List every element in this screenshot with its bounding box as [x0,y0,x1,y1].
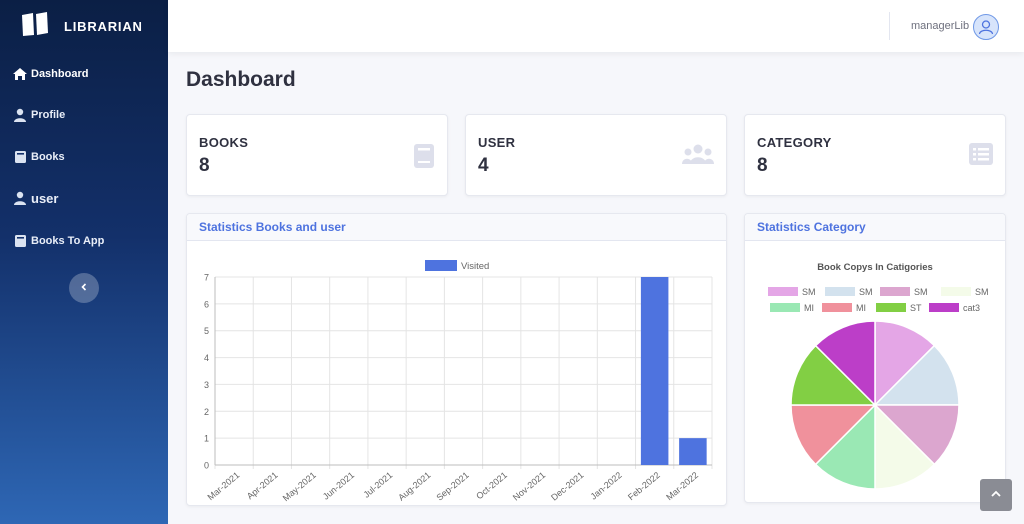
sidebar-item-label: Books To App [31,235,105,247]
legend-swatch [825,287,855,296]
legend-swatch [929,303,959,312]
y-tick-label: 6 [204,299,209,309]
stat-label: BOOKS [199,135,249,150]
sidebar-item-user[interactable]: user [12,190,58,206]
stat-card-books: BOOKS 8 [186,114,448,196]
book-icon [413,143,435,174]
y-tick-label: 5 [204,326,209,336]
x-tick-label: Jun-2021 [321,470,356,502]
legend-swatch [880,287,910,296]
user-icon [12,190,28,206]
topbar: managerLib [168,0,1024,52]
book-icon [12,233,28,249]
pie-slice [814,320,876,407]
y-tick-label: 0 [204,461,209,471]
pie-title: Book Copys In Catigories [817,262,933,273]
x-tick-label: Feb-2022 [626,470,662,502]
panel-title: Statistics Books and user [199,220,346,234]
x-tick-label: May-2021 [281,470,318,503]
legend-label: MI [804,303,814,313]
sidebar-item-label: user [31,190,59,206]
chevron-left-icon [79,279,89,297]
panel-title: Statistics Category [757,220,866,234]
x-tick-label: Aug-2021 [396,470,432,503]
scroll-to-top-button[interactable] [980,479,1012,511]
stat-label: CATEGORY [757,135,832,150]
book-icon [12,149,28,165]
y-tick-label: 2 [204,407,209,417]
x-tick-label: Jul-2021 [361,470,394,500]
brand[interactable]: LIBRARIAN [20,11,143,42]
sidebar-item-books[interactable]: Books [12,149,65,165]
bar [679,438,707,465]
legend-label: ST [910,303,922,313]
panel-header: Statistics Category [745,214,1005,241]
legend-label: SM [914,287,928,297]
legend-label: SM [975,287,989,297]
sidebar-item-label: Dashboard [31,68,89,80]
sidebar-item-label: Profile [31,109,66,121]
pie-slice [874,403,936,490]
sidebar-toggle-button[interactable] [69,273,99,303]
y-tick-label: 1 [204,434,209,444]
legend-swatch [941,287,971,296]
brand-name: LIBRARIAN [64,18,143,34]
pie-slice [790,404,877,466]
user-avatar-icon[interactable] [973,14,999,40]
pie-slice [873,344,960,406]
x-tick-label: Mar-2021 [205,470,241,502]
x-tick-label: Mar-2022 [664,470,700,502]
legend-label: cat3 [963,303,980,313]
legend-label: MI [856,303,866,313]
stat-value: 8 [199,155,210,176]
user-icon [12,107,28,123]
x-tick-label: Dec-2021 [549,470,585,503]
panel-category: Statistics Category Book Copys In Catigo… [744,213,1006,503]
y-tick-label: 3 [204,380,209,390]
panel-header: Statistics Books and user [187,214,726,241]
sidebar-item-profile[interactable]: Profile [12,107,65,123]
bar [640,277,669,465]
legend-swatch [425,260,457,271]
y-tick-label: 7 [204,273,209,283]
x-tick-label: Nov-2021 [511,470,547,503]
book-open-icon [20,11,50,42]
stat-value: 4 [478,155,489,176]
legend-swatch [768,287,798,296]
home-icon [12,66,28,82]
y-tick-label: 4 [204,353,209,363]
username[interactable]: managerLib [911,20,970,32]
pie-slice [874,320,936,407]
pie-chart: Book Copys In Catigories SM SM SM SM MI MI ST ca… [768,262,989,490]
legend-label: Visited [461,261,489,272]
x-tick-label: Jan-2022 [589,470,624,502]
stat-card-category: CATEGORY 8 [744,114,1006,196]
list-icon [969,143,993,170]
sidebar-item-label: Books [31,151,65,163]
sidebar: LIBRARIAN Dashboard Profile Books user B… [0,0,168,524]
legend-swatch [822,303,852,312]
x-tick-label: Sep-2021 [434,470,470,503]
legend-label: SM [859,287,873,297]
sidebar-item-books-to-app[interactable]: Books To App [12,233,104,249]
legend-swatch [876,303,906,312]
pie-slice [814,403,876,490]
pie-slice [790,344,877,406]
chevron-up-icon [990,486,1002,504]
x-tick-label: Oct-2021 [474,470,509,501]
pie-slice [873,404,960,466]
panel-books-user: Statistics Books and user Visited 0 1 2 3 4 5 6… [186,213,727,506]
stat-label: USER [478,135,516,150]
legend-label: SM [802,287,816,297]
x-tick-label: Apr-2021 [245,470,280,501]
stat-value: 8 [757,155,768,176]
users-icon [682,143,714,172]
sidebar-item-dashboard[interactable]: Dashboard [12,66,88,82]
topbar-divider [889,12,890,40]
page-title: Dashboard [186,68,296,91]
legend-swatch [770,303,800,312]
stat-card-user: USER 4 [465,114,727,196]
